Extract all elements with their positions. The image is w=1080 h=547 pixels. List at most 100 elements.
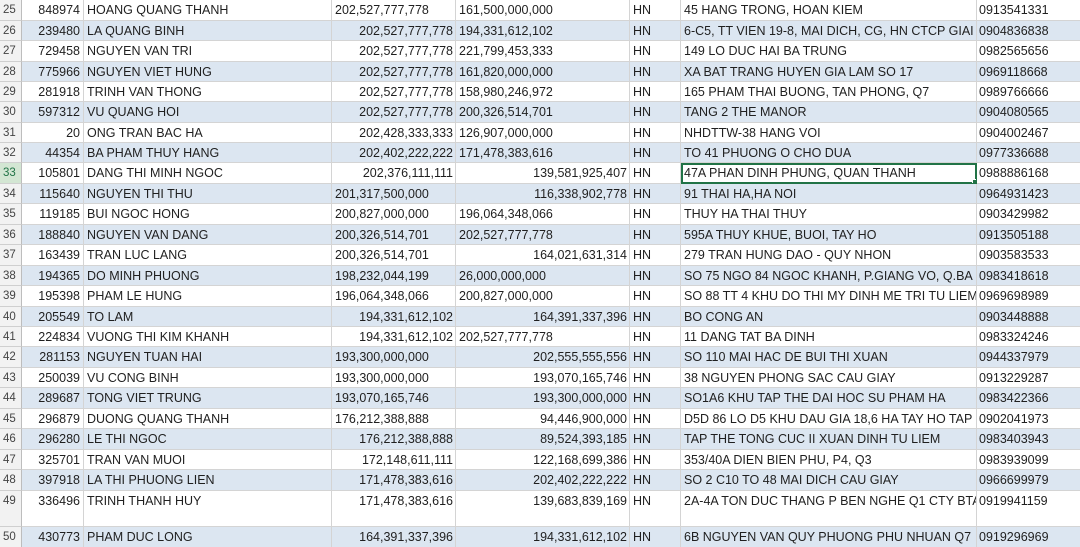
cell-id[interactable]: 325701 [22,450,84,470]
row-header[interactable]: 50 [0,527,22,547]
row-header[interactable]: 32 [0,143,22,163]
cell-address[interactable]: SO 2 C10 TO 48 MAI DICH CAU GIAY [681,470,977,491]
cell-phone[interactable]: 0944337979 [977,347,1080,368]
cell-city[interactable]: HN [630,143,681,163]
cell-phone[interactable]: 0966699979 [977,470,1080,491]
cell-name[interactable]: LA THI PHUONG LIEN [84,470,332,491]
cell-id[interactable]: 224834 [22,327,84,347]
cell-address[interactable]: XA BAT TRANG HUYEN GIA LAM SO 17 [681,62,977,82]
cell-phone[interactable]: 0919296969 [977,527,1080,547]
cell-amount-a[interactable]: 200,326,514,701 [332,245,456,266]
cell-name[interactable]: ONG TRAN BAC HA [84,123,332,143]
cell-city[interactable]: HN [630,184,681,204]
cell-id[interactable]: 250039 [22,368,84,388]
cell-name[interactable]: PHAM LE HUNG [84,286,332,307]
cell-address[interactable]: 149 LO DUC HAI BA TRUNG [681,41,977,62]
cell-name[interactable]: BA PHAM THUY HANG [84,143,332,163]
cell-name[interactable]: TRINH VAN THONG [84,82,332,102]
cell-city[interactable]: HN [630,102,681,123]
cell-id[interactable]: 289687 [22,388,84,409]
cell-amount-b[interactable]: 161,500,000,000 [456,0,630,21]
cell-amount-b[interactable]: 26,000,000,000 [456,266,630,286]
cell-amount-a[interactable]: 193,300,000,000 [332,347,456,368]
cell-phone[interactable]: 0969698989 [977,286,1080,307]
cell-amount-b[interactable]: 161,820,000,000 [456,62,630,82]
cell-phone[interactable]: 0977336688 [977,143,1080,163]
cell-id[interactable]: 44354 [22,143,84,163]
cell-address[interactable]: D5D 86 LO D5 KHU DAU GIA 18,6 HA TAY HO … [681,409,977,429]
cell-amount-a[interactable]: 202,527,777,778 [332,102,456,123]
cell-city[interactable]: HN [630,347,681,368]
cell-name[interactable]: TONG VIET TRUNG [84,388,332,409]
cell-address[interactable]: 11 DANG TAT BA DINH [681,327,977,347]
cell-amount-a[interactable]: 202,527,777,778 [332,21,456,41]
cell-phone[interactable]: 0913229287 [977,368,1080,388]
cell-name[interactable]: TO LAM [84,307,332,327]
cell-city[interactable]: HN [630,225,681,245]
cell-amount-b[interactable]: 202,555,555,556 [456,347,630,368]
cell-amount-b[interactable]: 194,331,612,102 [456,527,630,547]
cell-id[interactable]: 848974 [22,0,84,21]
cell-amount-a[interactable]: 194,331,612,102 [332,307,456,327]
cell-name[interactable]: HOANG QUANG THANH [84,0,332,21]
cell-amount-b[interactable]: 193,300,000,000 [456,388,630,409]
cell-amount-b[interactable]: 164,021,631,314 [456,245,630,266]
cell-phone[interactable]: 0903429982 [977,204,1080,225]
cell-city[interactable]: HN [630,388,681,409]
cell-phone[interactable]: 0919941159 [977,491,1080,527]
cell-amount-a[interactable]: 200,827,000,000 [332,204,456,225]
cell-name[interactable]: TRAN VAN MUOI [84,450,332,470]
row-header[interactable]: 28 [0,62,22,82]
row-header[interactable]: 33 [0,163,22,184]
cell-name[interactable]: VU CONG BINH [84,368,332,388]
cell-amount-b[interactable]: 194,331,612,102 [456,21,630,41]
cell-amount-a[interactable]: 194,331,612,102 [332,327,456,347]
cell-amount-b[interactable]: 116,338,902,778 [456,184,630,204]
row-header[interactable]: 41 [0,327,22,347]
cell-name[interactable]: LE THI NGOC [84,429,332,450]
cell-name[interactable]: VU QUANG HOI [84,102,332,123]
cell-id[interactable]: 119185 [22,204,84,225]
cell-amount-b[interactable]: 139,683,839,169 [456,491,630,527]
cell-phone[interactable]: 0913505188 [977,225,1080,245]
cell-phone[interactable]: 0964931423 [977,184,1080,204]
cell-amount-b[interactable]: 139,581,925,407 [456,163,630,184]
cell-amount-a[interactable]: 193,070,165,746 [332,388,456,409]
cell-city[interactable]: HN [630,527,681,547]
cell-amount-a[interactable]: 202,527,777,778 [332,62,456,82]
cell-id[interactable]: 163439 [22,245,84,266]
row-header[interactable]: 48 [0,470,22,491]
cell-address[interactable]: 353/40A DIEN BIEN PHU, P4, Q3 [681,450,977,470]
cell-name[interactable]: BUI NGOC HONG [84,204,332,225]
cell-amount-a[interactable]: 202,402,222,222 [332,143,456,163]
cell-amount-a[interactable]: 171,478,383,616 [332,491,456,527]
cell-id[interactable]: 194365 [22,266,84,286]
cell-amount-a[interactable]: 172,148,611,111 [332,450,456,470]
cell-name[interactable]: LA QUANG BINH [84,21,332,41]
cell-amount-a[interactable]: 202,527,777,778 [332,82,456,102]
cell-name[interactable]: NGUYEN VAN DANG [84,225,332,245]
cell-address[interactable]: TANG 2 THE MANOR [681,102,977,123]
cell-city[interactable]: HN [630,266,681,286]
cell-amount-b[interactable]: 200,326,514,701 [456,102,630,123]
cell-amount-b[interactable]: 221,799,453,333 [456,41,630,62]
cell-city[interactable]: HN [630,0,681,21]
row-header[interactable]: 25 [0,0,22,21]
cell-city[interactable]: HN [630,204,681,225]
cell-address[interactable]: NHDTTW-38 HANG VOI [681,123,977,143]
cell-city[interactable]: HN [630,307,681,327]
cell-id[interactable]: 397918 [22,470,84,491]
cell-id[interactable]: 597312 [22,102,84,123]
cell-name[interactable]: NGUYEN TUAN HAI [84,347,332,368]
cell-amount-b[interactable]: 200,827,000,000 [456,286,630,307]
cell-id[interactable]: 775966 [22,62,84,82]
cell-name[interactable]: PHAM DUC LONG [84,527,332,547]
cell-name[interactable]: TRAN LUC LANG [84,245,332,266]
row-header[interactable]: 35 [0,204,22,225]
cell-phone[interactable]: 0913541331 [977,0,1080,21]
cell-amount-b[interactable]: 89,524,393,185 [456,429,630,450]
cell-city[interactable]: HN [630,123,681,143]
cell-name[interactable]: TRINH THANH HUY [84,491,332,527]
row-header[interactable]: 30 [0,102,22,123]
cell-phone[interactable]: 0983939099 [977,450,1080,470]
